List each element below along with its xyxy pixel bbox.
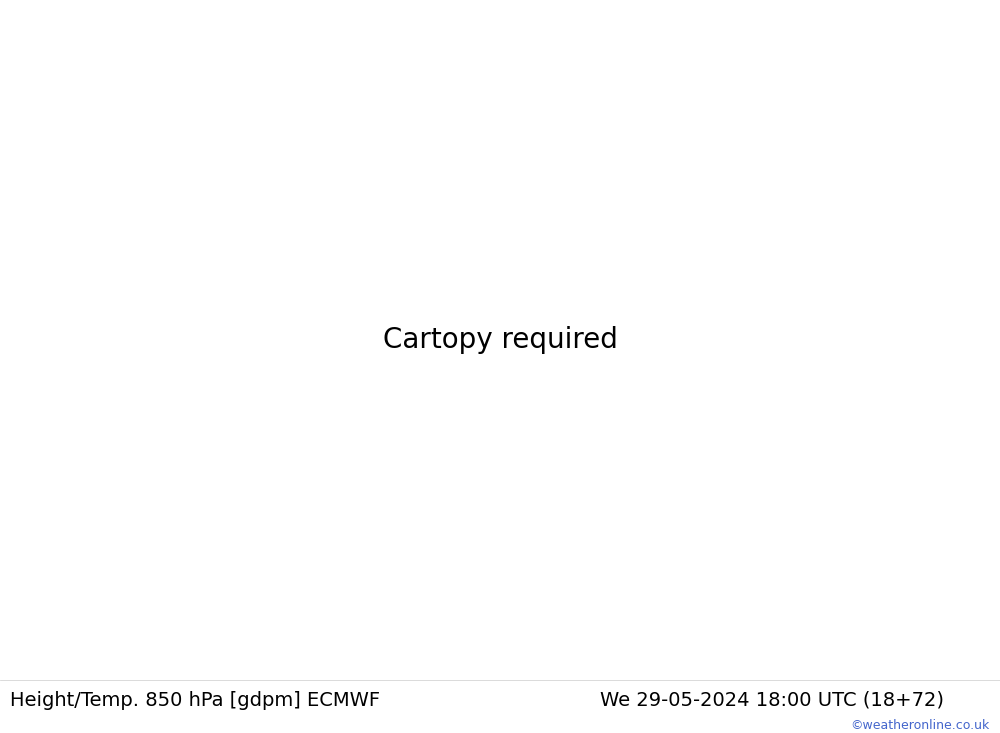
Text: ©weatheronline.co.uk: ©weatheronline.co.uk <box>851 718 990 732</box>
Text: We 29-05-2024 18:00 UTC (18+72): We 29-05-2024 18:00 UTC (18+72) <box>600 690 944 710</box>
Text: Cartopy required: Cartopy required <box>383 326 617 354</box>
Text: Height/Temp. 850 hPa [gdpm] ECMWF: Height/Temp. 850 hPa [gdpm] ECMWF <box>10 690 380 710</box>
